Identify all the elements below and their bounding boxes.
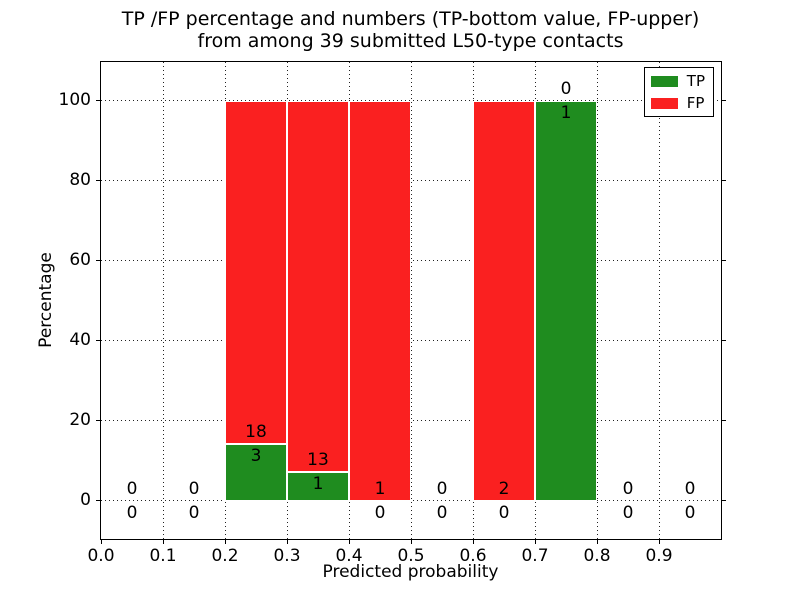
y-tick-right bbox=[722, 340, 726, 342]
tp-count-label: 3 bbox=[250, 445, 262, 466]
y-tick-right bbox=[722, 500, 726, 502]
x-tick bbox=[162, 540, 164, 544]
y-tick-label: 20 bbox=[69, 409, 91, 430]
legend-row: TP bbox=[650, 72, 705, 90]
legend-label: FP bbox=[686, 94, 705, 112]
fp-count-label: 0 bbox=[126, 478, 138, 499]
x-axis-label: Predicted probability bbox=[322, 562, 499, 582]
x-tick-label: 0.1 bbox=[149, 546, 177, 566]
v-gridline bbox=[658, 62, 660, 539]
x-tick bbox=[472, 540, 474, 544]
legend-swatch-fp bbox=[650, 97, 678, 109]
fp-count-label: 0 bbox=[622, 478, 634, 499]
tp-count-label: 0 bbox=[126, 502, 138, 523]
tp-count-label: 1 bbox=[312, 474, 324, 495]
v-gridline bbox=[596, 62, 598, 539]
fp-count-label: 18 bbox=[245, 421, 267, 442]
y-tick-label: 100 bbox=[58, 89, 91, 110]
y-tick-left bbox=[96, 180, 100, 182]
x-tick-label: 0.0 bbox=[87, 546, 115, 566]
fp-count-label: 0 bbox=[436, 478, 448, 499]
fp-count-label: 2 bbox=[498, 478, 510, 499]
x-tick bbox=[100, 540, 102, 544]
legend: TP FP bbox=[643, 67, 714, 117]
y-tick-label: 80 bbox=[69, 169, 91, 190]
tp-count-label: 0 bbox=[622, 502, 634, 523]
chart-title-line-1: TP /FP percentage and numbers (TP-bottom… bbox=[121, 8, 700, 30]
tp-count-label: 0 bbox=[498, 502, 510, 523]
bar-segment-fp bbox=[287, 100, 349, 473]
x-tick bbox=[534, 540, 536, 544]
x-tick-label: 0.5 bbox=[397, 546, 425, 566]
fp-count-label: 0 bbox=[560, 78, 572, 99]
y-tick-right bbox=[722, 100, 726, 102]
chart-title: TP /FP percentage and numbers (TP-bottom… bbox=[100, 8, 721, 52]
legend-swatch-tp bbox=[650, 75, 678, 87]
x-tick-label: 0.7 bbox=[521, 546, 549, 566]
y-tick-left bbox=[96, 260, 100, 262]
y-tick-right bbox=[722, 260, 726, 262]
x-tick-label: 0.4 bbox=[335, 546, 363, 566]
x-tick-label: 0.6 bbox=[459, 546, 487, 566]
bar-segment-tp bbox=[287, 472, 349, 501]
bar-segment-tp bbox=[535, 100, 597, 501]
chart-title-line-2: from among 39 submitted L50-type contact… bbox=[197, 30, 624, 52]
y-tick-right bbox=[722, 180, 726, 182]
v-gridline bbox=[162, 62, 164, 539]
fp-count-label: 0 bbox=[188, 478, 200, 499]
tp-count-label: 1 bbox=[560, 102, 572, 123]
y-tick-label: 60 bbox=[69, 249, 91, 270]
x-tick-label: 0.2 bbox=[211, 546, 239, 566]
x-tick bbox=[224, 540, 226, 544]
x-tick bbox=[658, 540, 660, 544]
tp-count-label: 0 bbox=[374, 502, 386, 523]
x-tick bbox=[596, 540, 598, 544]
x-tick bbox=[410, 540, 412, 544]
v-gridline bbox=[410, 62, 412, 539]
x-tick bbox=[348, 540, 350, 544]
x-tick-label: 0.8 bbox=[583, 546, 611, 566]
legend-label: TP bbox=[686, 72, 705, 90]
legend-row: FP bbox=[650, 94, 705, 112]
plot-area: 0 0 0 0 18 3 13 1 1 0 0 0 2 0 0 1 0 0 0 0 0 20 40 60 80 100 0.0 0.… bbox=[59, 61, 726, 566]
x-tick-label: 0.3 bbox=[273, 546, 301, 566]
tp-count-label: 0 bbox=[684, 502, 696, 523]
x-tick bbox=[286, 540, 288, 544]
y-tick-left bbox=[96, 500, 100, 502]
bar-segment-fp bbox=[225, 100, 287, 444]
x-tick-label: 0.9 bbox=[645, 546, 673, 566]
y-tick-left bbox=[96, 100, 100, 102]
bar-segment-fp bbox=[473, 100, 535, 501]
fp-count-label: 13 bbox=[307, 450, 329, 471]
bar-segment-fp bbox=[349, 100, 411, 501]
fp-count-label: 1 bbox=[374, 478, 386, 499]
y-tick-right bbox=[722, 420, 726, 422]
y-tick-left bbox=[96, 340, 100, 342]
y-tick-label: 40 bbox=[69, 329, 91, 350]
fp-count-label: 0 bbox=[684, 478, 696, 499]
bar-segment-tp bbox=[225, 443, 287, 501]
y-tick-label: 0 bbox=[80, 489, 91, 510]
y-tick-left bbox=[96, 420, 100, 422]
tp-count-label: 0 bbox=[436, 502, 448, 523]
tp-count-label: 0 bbox=[188, 502, 200, 523]
